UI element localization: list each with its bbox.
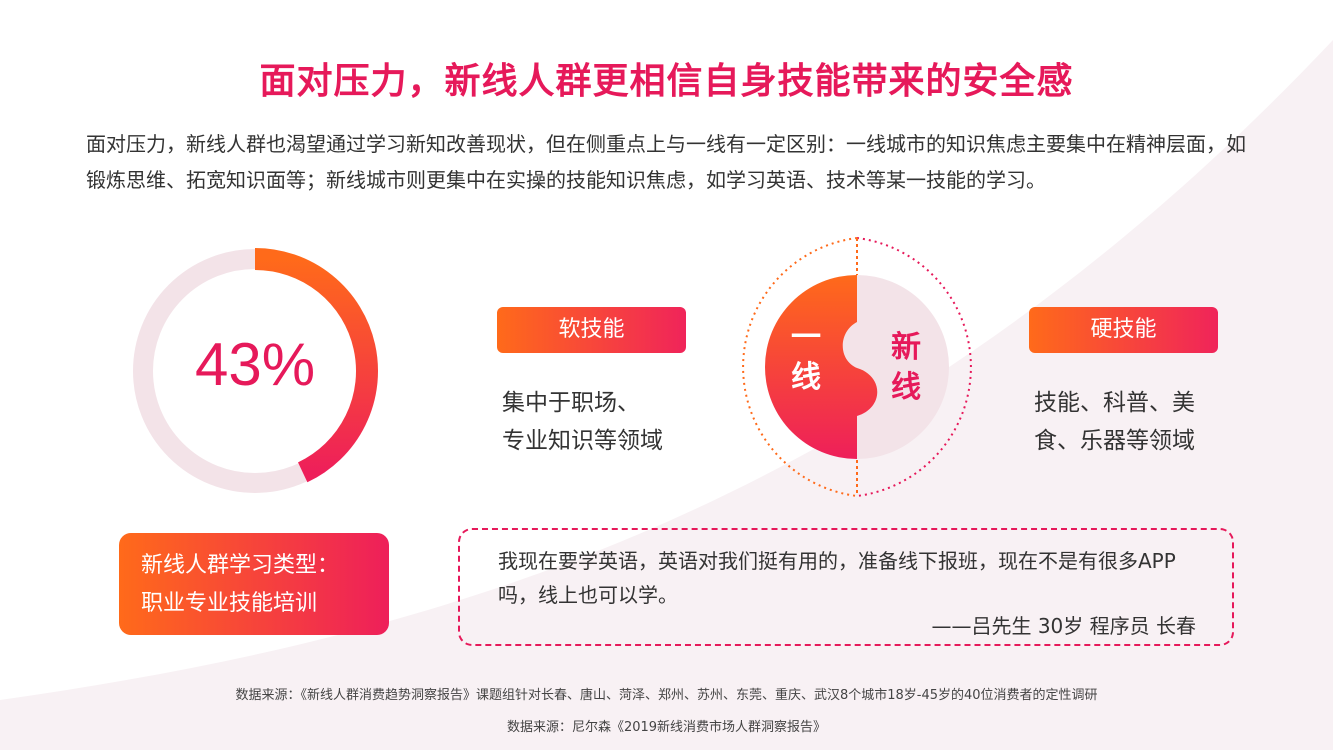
puzzle-left-char1: 一 (791, 320, 821, 355)
soft-skill-desc-line1: 集中于职场、 (502, 390, 640, 416)
puzzle-left-char2: 线 (791, 360, 821, 395)
puzzle-right-char1: 新 (891, 330, 921, 365)
quote-author: ——吕先生 30岁 程序员 长春 (931, 614, 1196, 638)
percent-label: 43% (194, 331, 316, 398)
outer-dotted-right (856, 237, 972, 497)
learning-type-line2: 职业专业技能培训 (141, 591, 318, 616)
quote-text: 我现在要学英语，英语对我们挺有用的，准备线下报班，现在不是有很多APP吗，线上也… (498, 549, 1176, 607)
donut-arc-43 (254, 248, 378, 483)
puzzle-right-char2: 线 (891, 370, 921, 405)
source-note-2: 数据来源：尼尔森《2019新线消费市场人群洞察报告》 (506, 720, 827, 735)
puzzle-left-piece (765, 275, 878, 459)
hard-skill-tag: 硬技能 (1029, 307, 1218, 353)
soft-skill-desc-line2: 专业知识等领域 (502, 428, 663, 454)
learning-type-line1: 新线人群学习类型： (141, 553, 340, 578)
soft-skill-tag: 软技能 (497, 307, 686, 353)
percent-donut-chart (133, 248, 378, 493)
quote-box: 我现在要学英语，英语对我们挺有用的，准备线下报班，现在不是有很多APP吗，线上也… (458, 528, 1234, 646)
outer-dotted-left (742, 237, 858, 497)
hard-skill-desc: 技能、科普、美 食、乐器等领域 (1034, 384, 1195, 460)
hard-skill-desc-line2: 食、乐器等领域 (1034, 428, 1195, 454)
puzzle-graphic (742, 237, 972, 497)
source-note-1: 数据来源：《新线人群消费趋势洞察报告》课题组针对长春、唐山、菏泽、郑州、苏州、东… (235, 688, 1098, 703)
puzzle-left-label: 一 线 (786, 318, 826, 398)
learning-type-box: 新线人群学习类型： 职业专业技能培训 (119, 533, 389, 635)
soft-skill-desc: 集中于职场、 专业知识等领域 (502, 384, 663, 460)
page-title: 面对压力，新线人群更相信自身技能带来的安全感 (259, 61, 1074, 102)
hard-skill-desc-line1: 技能、科普、美 (1034, 390, 1195, 416)
puzzle-right-label: 新 线 (886, 328, 926, 408)
intro-paragraph: 面对压力，新线人群也渴望通过学习新知改善现状，但在侧重点上与一线有一定区别：一线… (86, 132, 1246, 192)
